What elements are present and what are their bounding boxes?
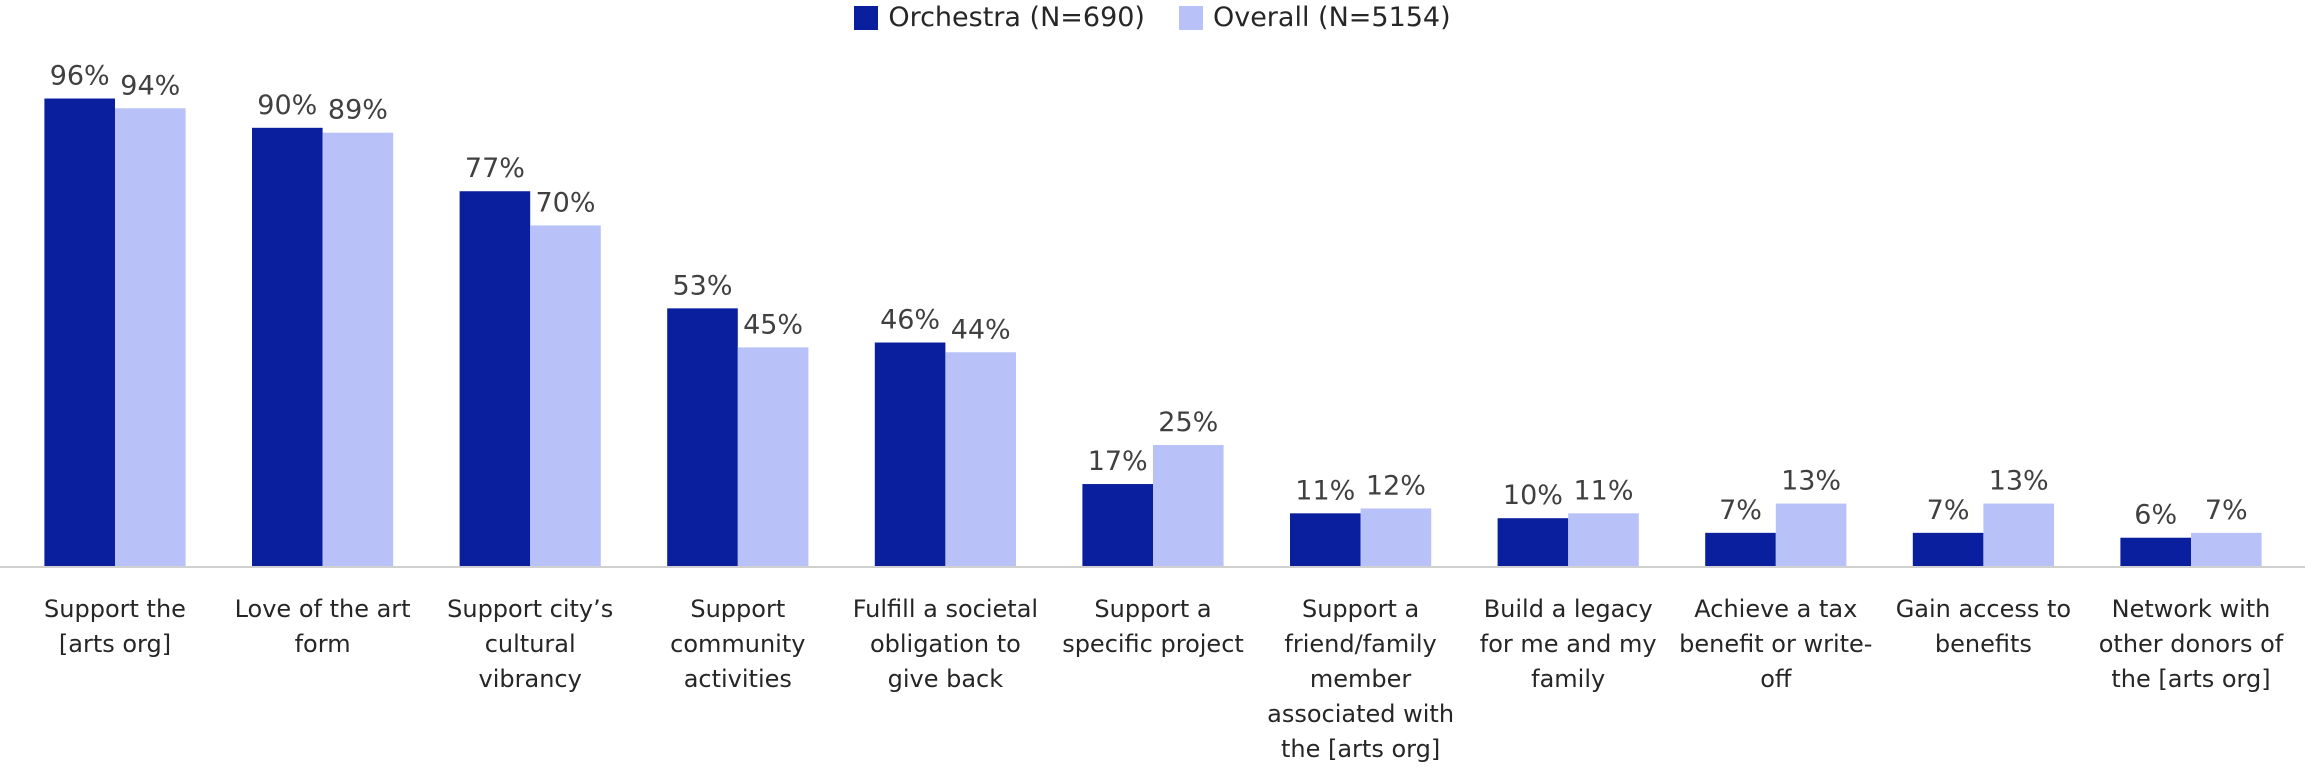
x-tick-label: Support a friend/family member associate… — [1267, 595, 1455, 763]
value-label: 89% — [328, 95, 388, 126]
bar — [1705, 532, 1776, 567]
bar — [1360, 508, 1432, 567]
bar — [2191, 532, 2262, 567]
x-tick-label: Achieve a tax benefit or write-off — [1679, 595, 1873, 693]
value-label: 13% — [1781, 466, 1841, 497]
value-label: 13% — [1989, 466, 2049, 497]
legend-swatch — [1178, 5, 1203, 30]
x-tick-label: Support city’s cultural vibrancy — [447, 595, 614, 693]
legend-label: Overall (N=5154) — [1212, 2, 1451, 33]
legend-item: Overall (N=5154) — [1178, 2, 1451, 33]
x-tick-label: Gain access to benefits — [1895, 595, 2072, 658]
legend-item: Orchestra (N=690) — [854, 2, 1145, 33]
value-label: 96% — [50, 61, 110, 92]
value-label: 10% — [1503, 480, 1563, 511]
value-label: 17% — [1088, 446, 1148, 477]
value-label: 7% — [1927, 495, 1970, 526]
bar — [945, 352, 1016, 567]
bar — [1568, 513, 1639, 567]
bar — [1497, 518, 1569, 567]
bar — [322, 132, 394, 567]
bar — [115, 108, 186, 567]
value-label: 25% — [1158, 407, 1218, 438]
legend-label: Orchestra (N=690) — [888, 2, 1145, 33]
bar — [874, 342, 946, 567]
value-label: 90% — [257, 90, 317, 121]
bar — [1290, 513, 1361, 567]
legend-swatch — [854, 5, 879, 30]
value-label: 6% — [2134, 500, 2177, 531]
value-label: 12% — [1366, 470, 1426, 501]
value-label: 7% — [1719, 495, 1762, 526]
bar — [1153, 445, 1224, 567]
bar — [1775, 503, 1847, 567]
bar — [459, 191, 531, 568]
x-tick-label: Support the [arts org] — [44, 595, 186, 658]
bar — [530, 225, 601, 567]
value-label: 45% — [743, 309, 803, 340]
bar — [667, 308, 738, 567]
bar — [1912, 532, 1984, 567]
x-tick-label: Support community activities — [670, 595, 806, 693]
bar — [1082, 484, 1153, 567]
value-label: 7% — [2205, 495, 2248, 526]
value-label: 70% — [535, 187, 595, 218]
value-label: 94% — [120, 70, 180, 101]
bar — [2120, 537, 2191, 567]
bar — [737, 347, 809, 567]
legend: Orchestra (N=690) Overall (N=5154) — [0, 2, 2305, 33]
bar — [1983, 503, 2054, 567]
x-tick-label: Fulfill a societal obligation to give ba… — [852, 595, 1039, 693]
value-label: 11% — [1295, 475, 1355, 506]
value-label: 77% — [465, 153, 525, 184]
bar — [44, 98, 115, 568]
value-label: 46% — [880, 305, 940, 336]
value-label: 11% — [1573, 475, 1633, 506]
x-tick-label: Build a legacy for me and my family — [1479, 595, 1657, 693]
x-tick-label: Love of the art form — [234, 595, 411, 658]
value-label: 44% — [951, 314, 1011, 345]
x-tick-label: Support a specific project — [1062, 595, 1244, 658]
value-label: 53% — [672, 270, 732, 301]
x-tick-label: Network with other donors of the [arts o… — [2098, 595, 2284, 693]
bar — [252, 127, 323, 568]
